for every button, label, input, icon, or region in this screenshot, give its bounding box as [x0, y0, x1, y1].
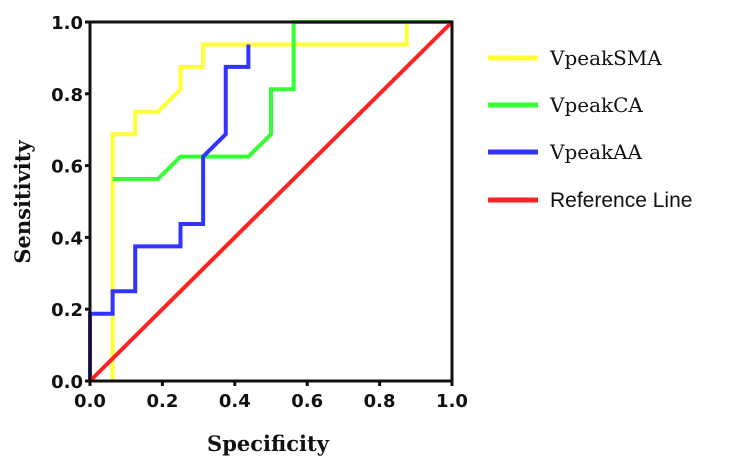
x-tick-label: 0.2 — [146, 391, 178, 412]
series-line-vpeakaa — [88, 44, 251, 381]
y-tick-label: 0.6 — [51, 157, 83, 178]
y-axis-title: Sensitivity — [10, 140, 35, 264]
x-tick-label: 0.8 — [364, 391, 396, 412]
legend-label-vpeaksma: VpeakSMA — [549, 46, 662, 70]
x-tick-label: 0.0 — [74, 391, 106, 412]
x-tick-label: 0.6 — [291, 391, 323, 412]
y-tick-label: 1.0 — [51, 13, 83, 34]
y-tick-label: 0.4 — [51, 228, 83, 249]
legend-label-reference-line: Reference Line — [550, 189, 692, 212]
y-tick-label: 0.8 — [51, 85, 83, 106]
series-line-vpeakca — [112, 20, 452, 182]
legend: VpeakSMA VpeakCA VpeakAA Reference Line — [488, 46, 692, 212]
y-tick-label: 0.2 — [51, 300, 83, 321]
series-line-vpeaksma — [110, 20, 452, 381]
x-tick-label: 1.0 — [436, 391, 468, 412]
series-line-reference-line — [88, 20, 454, 383]
legend-label-vpeakca: VpeakCA — [549, 93, 643, 117]
legend-label-vpeakaa: VpeakAA — [549, 140, 643, 164]
x-tick-label: 0.4 — [219, 391, 251, 412]
y-tick-label: 0.0 — [51, 372, 83, 393]
ticks-layer: 0.0 0.2 0.4 0.6 0.8 1.0 0.0 0.2 0.4 0.6 0.8 1.0 — [51, 13, 468, 412]
axes-layer — [88, 20, 454, 383]
plot-frame — [88, 20, 454, 383]
x-axis-title: Specificity — [207, 431, 330, 456]
series-layer — [88, 20, 454, 383]
